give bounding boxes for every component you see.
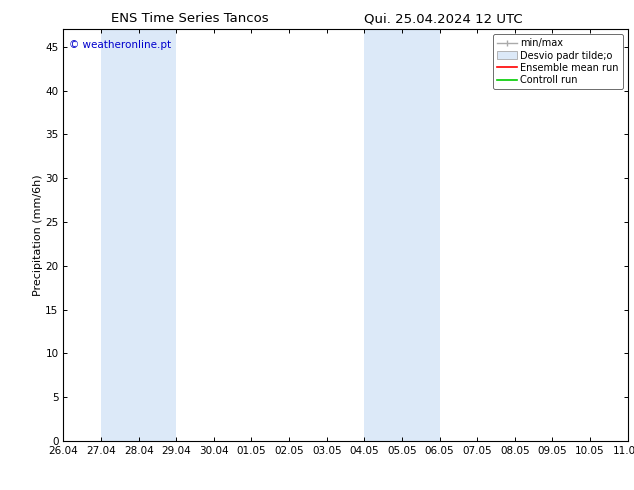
- Text: © weatheronline.pt: © weatheronline.pt: [69, 40, 171, 49]
- Bar: [365, 29, 439, 441]
- Text: ENS Time Series Tancos: ENS Time Series Tancos: [112, 12, 269, 25]
- Text: Qui. 25.04.2024 12 UTC: Qui. 25.04.2024 12 UTC: [365, 12, 523, 25]
- Legend: min/max, Desvio padr tilde;o, Ensemble mean run, Controll run: min/max, Desvio padr tilde;o, Ensemble m…: [493, 34, 623, 89]
- Y-axis label: Precipitation (mm/6h): Precipitation (mm/6h): [32, 174, 42, 296]
- Bar: [101, 29, 176, 441]
- Bar: [628, 29, 634, 441]
